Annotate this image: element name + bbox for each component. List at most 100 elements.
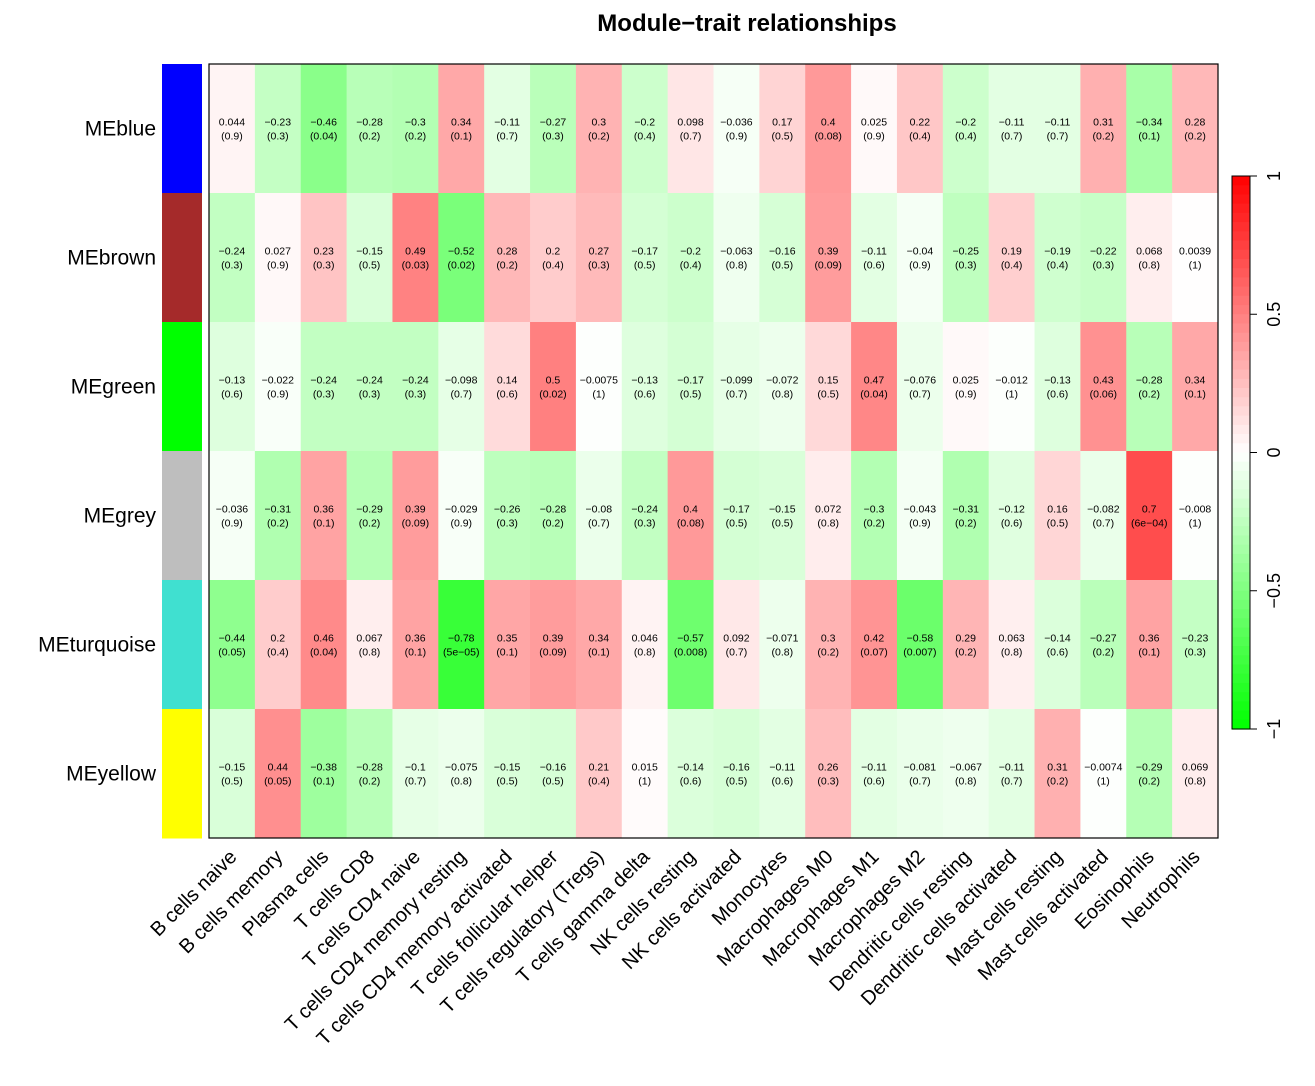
heatmap-cell [805, 193, 852, 323]
heatmap-cell [254, 580, 302, 710]
cell-pvalue: (0.7) [680, 131, 702, 143]
cell-correlation: −0.25 [952, 246, 979, 258]
cell-pvalue: (0.2) [359, 518, 381, 530]
heatmap-cell [438, 580, 485, 710]
heatmap-cell [805, 709, 852, 839]
heatmap-cell [575, 322, 623, 452]
module-color-bar [162, 193, 202, 323]
heatmap-cell [713, 451, 760, 581]
legend-swatch [1232, 599, 1250, 610]
cell-pvalue: (0.6) [771, 776, 793, 788]
cell-pvalue: (0.1) [450, 131, 472, 143]
heatmap-cell [896, 193, 944, 323]
heatmap-cell [1034, 451, 1081, 581]
cell-pvalue: (0.5) [771, 260, 793, 272]
heatmap-cell [484, 451, 531, 581]
heatmap-cell [346, 193, 393, 323]
cell-correlation: 0.7 [1142, 504, 1157, 516]
cell-pvalue: (0.7) [909, 776, 931, 788]
cell-pvalue: (0.6) [863, 260, 885, 272]
heatmap-cell [1172, 580, 1219, 710]
cell-correlation: −0.082 [1087, 504, 1120, 516]
heatmap-cell [484, 709, 531, 839]
cell-correlation: 0.27 [589, 246, 610, 258]
heatmap-cell [942, 322, 990, 452]
heatmap-cell [209, 580, 256, 710]
cell-pvalue: (0.09) [539, 647, 566, 659]
heatmap-cells: 0.044 (0.9) −0.23 (0.3) −0.46 (0.04) −0.28 (0.2… [209, 64, 1219, 839]
heatmap-cell [759, 193, 806, 323]
cell-correlation: −0.11 [769, 762, 795, 774]
cell-pvalue: (0.9) [267, 260, 289, 272]
cell-correlation: −0.15 [219, 762, 246, 774]
cell-pvalue: (0.4) [909, 131, 931, 143]
heatmap-cell [851, 451, 898, 581]
heatmap-cell [346, 580, 393, 710]
cell-pvalue: (0.4) [680, 260, 702, 272]
cell-correlation: −0.099 [720, 375, 753, 387]
cell-pvalue: (0.5) [817, 389, 839, 401]
heatmap-cell [1172, 451, 1219, 581]
cell-pvalue: (0.5) [359, 260, 381, 272]
heatmap-cell [759, 64, 806, 194]
module-color-bar [162, 322, 202, 452]
cell-pvalue: (6e−04) [1131, 518, 1167, 530]
cell-correlation: −0.067 [950, 762, 983, 774]
legend-swatch [1232, 332, 1250, 343]
cell-pvalue: (0.8) [726, 260, 748, 272]
row-label: MEgreen [71, 376, 156, 399]
heatmap-cell [851, 580, 898, 710]
cell-pvalue: (0.2) [359, 131, 381, 143]
heatmap-cell [530, 451, 577, 581]
cell-correlation: −0.29 [356, 504, 383, 516]
heatmap-cell [667, 580, 714, 710]
legend-swatch [1232, 461, 1250, 472]
cell-pvalue: (0.007) [903, 647, 936, 659]
cell-correlation: 0.43 [1093, 375, 1114, 387]
cell-pvalue: (0.4) [542, 260, 564, 272]
legend-swatch [1232, 258, 1250, 269]
heatmap-cell [392, 451, 439, 581]
heatmap-cell [1080, 580, 1127, 710]
legend-swatch [1232, 397, 1250, 408]
cell-correlation: −0.036 [720, 117, 753, 129]
heatmap-cell [621, 451, 669, 581]
legend-swatch [1232, 203, 1250, 214]
cell-pvalue: (0.2) [359, 776, 381, 788]
heatmap-cell [896, 580, 944, 710]
heatmap-cell [942, 193, 990, 323]
cell-pvalue: (0.09) [814, 260, 841, 272]
heatmap-cell [713, 322, 760, 452]
cell-correlation: 0.067 [356, 633, 382, 645]
cell-pvalue: (0.1) [313, 776, 335, 788]
module-color-bar [162, 451, 202, 581]
module-color-bar [162, 64, 202, 194]
cell-pvalue: (0.3) [496, 518, 518, 530]
cell-pvalue: (0.1) [588, 647, 610, 659]
cell-correlation: 0.28 [1185, 117, 1206, 129]
heatmap-cell [621, 709, 669, 839]
cell-correlation: −0.28 [540, 504, 567, 516]
cell-pvalue: (0.2) [863, 518, 885, 530]
cell-correlation: 0.31 [1047, 762, 1068, 774]
legend-swatch [1232, 470, 1250, 481]
cell-pvalue: (0.3) [634, 518, 656, 530]
legend-swatch [1232, 240, 1250, 251]
cell-correlation: −0.13 [219, 375, 246, 387]
legend-swatch [1232, 719, 1250, 730]
cell-correlation: −0.24 [402, 375, 429, 387]
heatmap-cell [805, 580, 852, 710]
cell-pvalue: (0.2) [588, 131, 610, 143]
cell-correlation: −0.16 [723, 762, 750, 774]
legend-tick-label: 1 [1264, 171, 1284, 181]
heatmap-cell [300, 64, 348, 194]
heatmap-cell [346, 64, 393, 194]
heatmap-cell [1126, 193, 1173, 323]
cell-pvalue: (0.4) [634, 131, 656, 143]
cell-correlation: 0.19 [1001, 246, 1022, 258]
legend-swatch [1232, 434, 1250, 444]
row-label: MEblue [85, 118, 156, 141]
cell-correlation: 0.2 [270, 633, 285, 645]
legend-swatch [1232, 682, 1250, 693]
cell-pvalue: (0.1) [1138, 131, 1160, 143]
